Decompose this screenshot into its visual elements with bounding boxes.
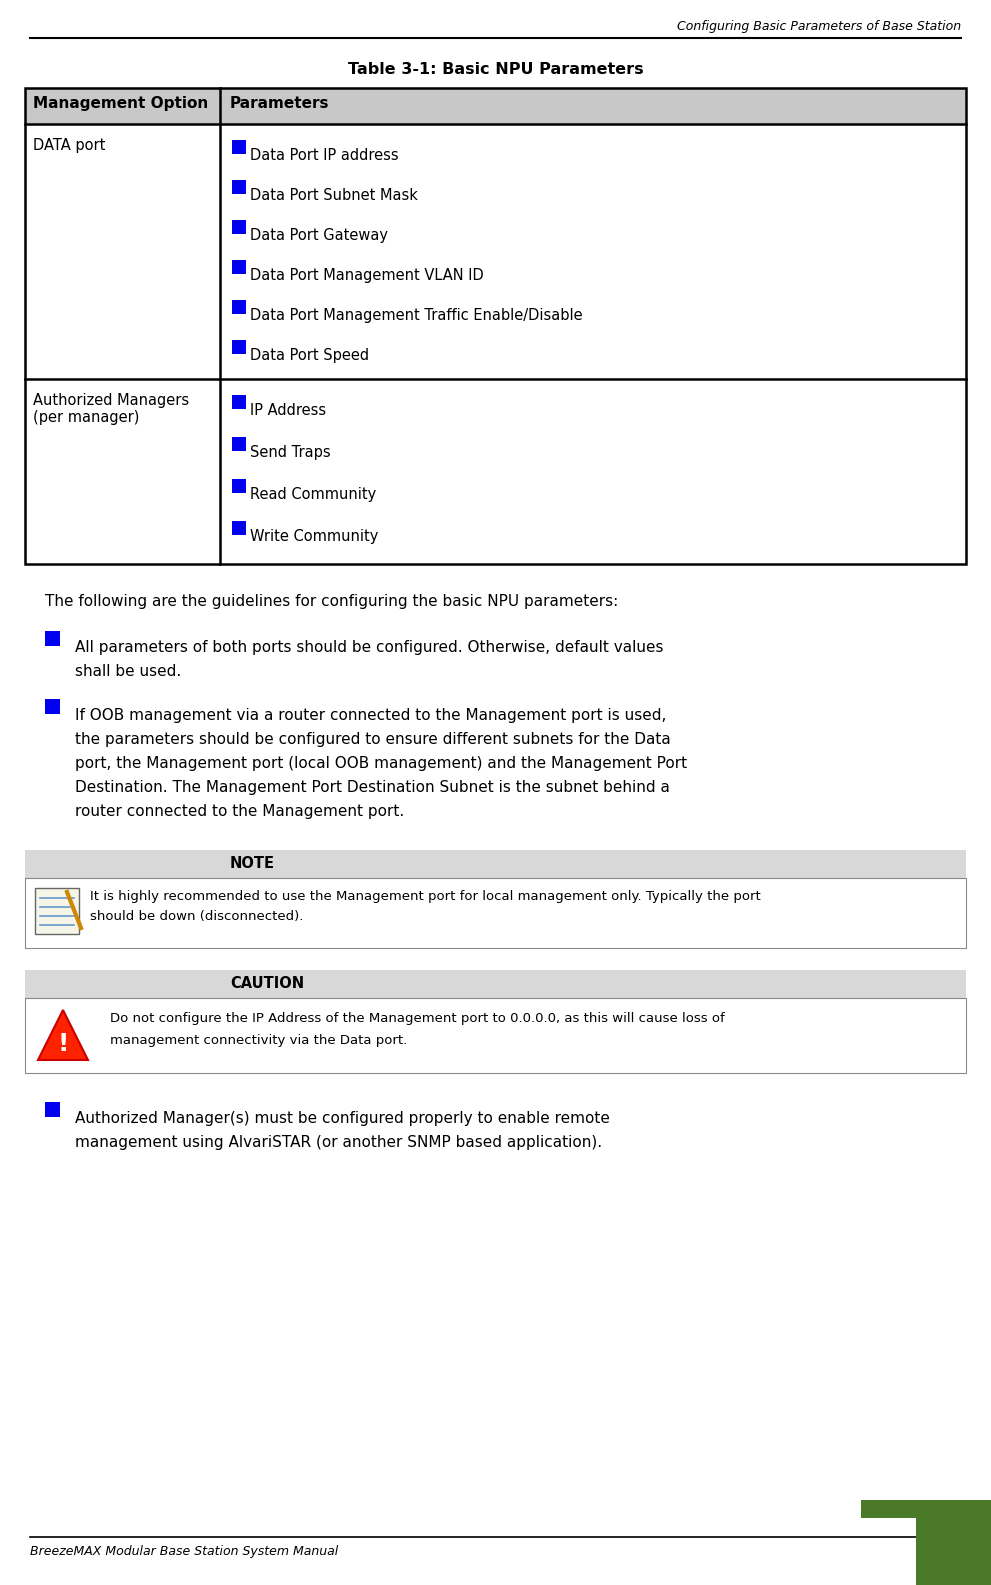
Text: Data Port Gateway: Data Port Gateway <box>250 228 388 243</box>
Text: Do not configure the IP Address of the Management port to 0.0.0.0, as this will : Do not configure the IP Address of the M… <box>110 1011 724 1025</box>
Bar <box>232 521 246 536</box>
Bar <box>25 89 966 124</box>
Text: Data Port Speed: Data Port Speed <box>250 349 369 363</box>
Bar <box>232 341 246 353</box>
Polygon shape <box>38 1010 88 1060</box>
Text: router connected to the Management port.: router connected to the Management port. <box>75 804 404 819</box>
Text: Management Option: Management Option <box>33 97 208 111</box>
Text: It is highly recommended to use the Management port for local management only. T: It is highly recommended to use the Mana… <box>90 891 761 903</box>
Text: !: ! <box>57 1032 68 1056</box>
Text: Destination. The Management Port Destination Subnet is the subnet behind a: Destination. The Management Port Destina… <box>75 780 670 796</box>
Bar <box>25 999 966 1073</box>
Text: port, the Management port (local OOB management) and the Management Port: port, the Management port (local OOB man… <box>75 756 687 770</box>
Bar <box>25 970 966 999</box>
Text: should be down (disconnected).: should be down (disconnected). <box>90 910 303 922</box>
Bar <box>25 89 966 564</box>
Text: shall be used.: shall be used. <box>75 664 181 678</box>
Bar <box>232 395 246 409</box>
Text: Send Traps: Send Traps <box>250 445 331 460</box>
Text: management connectivity via the Data port.: management connectivity via the Data por… <box>110 1033 407 1048</box>
Bar <box>232 300 246 314</box>
Text: If OOB management via a router connected to the Management port is used,: If OOB management via a router connected… <box>75 708 666 723</box>
Bar <box>232 181 246 193</box>
Text: CAUTION: CAUTION <box>230 976 304 991</box>
Text: Data Port Subnet Mask: Data Port Subnet Mask <box>250 189 418 203</box>
Bar <box>232 220 246 235</box>
Text: Authorized Manager(s) must be configured properly to enable remote: Authorized Manager(s) must be configured… <box>75 1111 609 1125</box>
Text: Data Port IP address: Data Port IP address <box>250 147 398 163</box>
Bar <box>232 437 246 452</box>
Bar <box>232 139 246 154</box>
Bar <box>25 850 966 878</box>
Text: The following are the guidelines for configuring the basic NPU parameters:: The following are the guidelines for con… <box>45 594 618 609</box>
Text: IP Address: IP Address <box>250 403 326 418</box>
Text: Data Port Management Traffic Enable/Disable: Data Port Management Traffic Enable/Disa… <box>250 307 583 323</box>
Text: Configuring Basic Parameters of Base Station: Configuring Basic Parameters of Base Sta… <box>677 21 961 33</box>
Text: All parameters of both ports should be configured. Otherwise, default values: All parameters of both ports should be c… <box>75 640 664 655</box>
Text: 65: 65 <box>943 1545 961 1560</box>
Text: Parameters: Parameters <box>230 97 329 111</box>
Bar <box>232 260 246 274</box>
Bar <box>45 1102 60 1117</box>
Text: BreezeMAX Modular Base Station System Manual: BreezeMAX Modular Base Station System Ma… <box>30 1545 338 1558</box>
Text: DATA port: DATA port <box>33 138 105 154</box>
Text: Table 3-1: Basic NPU Parameters: Table 3-1: Basic NPU Parameters <box>348 62 643 78</box>
Bar <box>25 878 966 948</box>
Text: the parameters should be configured to ensure different subnets for the Data: the parameters should be configured to e… <box>75 732 671 747</box>
Text: NOTE: NOTE <box>230 856 275 872</box>
Text: Data Port Management VLAN ID: Data Port Management VLAN ID <box>250 268 484 284</box>
Text: Read Community: Read Community <box>250 487 377 502</box>
Bar <box>232 479 246 493</box>
Bar <box>35 888 79 934</box>
Bar <box>45 699 60 713</box>
Bar <box>25 89 966 564</box>
Bar <box>916 1499 991 1585</box>
Bar <box>861 1499 991 1518</box>
Text: Authorized Managers
(per manager): Authorized Managers (per manager) <box>33 393 189 425</box>
Bar <box>45 631 60 647</box>
Text: Write Community: Write Community <box>250 529 379 544</box>
Text: management using AlvariSTAR (or another SNMP based application).: management using AlvariSTAR (or another … <box>75 1135 603 1151</box>
